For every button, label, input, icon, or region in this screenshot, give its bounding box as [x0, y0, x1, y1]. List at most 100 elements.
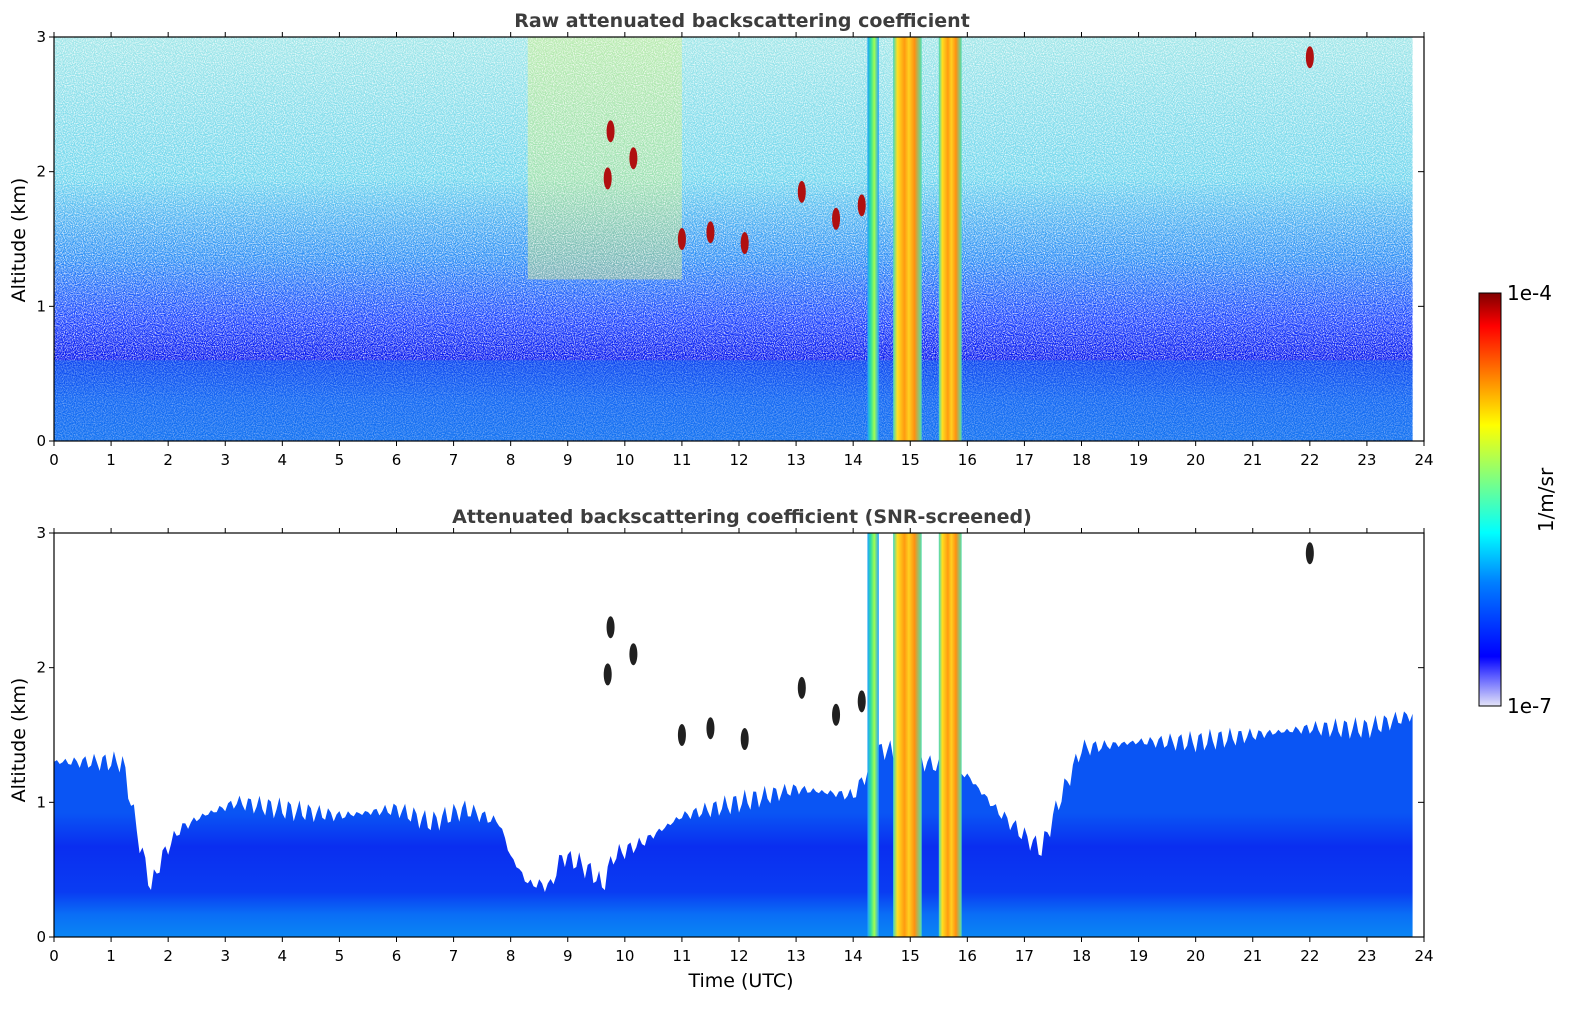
x-tick-label: 22	[1300, 451, 1319, 469]
x-tick-label: 20	[1186, 451, 1205, 469]
cloud-patch	[706, 717, 715, 740]
top-plot-area	[54, 37, 1413, 441]
x-tick-label: 11	[672, 947, 691, 965]
x-tick-label: 17	[1015, 451, 1034, 469]
y-tick-label: 0	[36, 928, 46, 946]
precipitation-column	[893, 533, 922, 937]
x-tick-label: 0	[49, 947, 59, 965]
x-tick-label: 0	[49, 451, 59, 469]
x-tick-label: 10	[615, 451, 634, 469]
x-tick-label: 5	[335, 451, 345, 469]
cloud-patch	[677, 228, 686, 250]
bottom-y-axis-label: Altitude (km)	[8, 678, 30, 803]
cloud-patch	[832, 703, 841, 726]
cloud-patch	[1305, 542, 1314, 565]
x-tick-label: 4	[278, 947, 288, 965]
x-tick-label: 1	[106, 451, 116, 469]
y-tick-label: 0	[36, 432, 46, 450]
cloud-patch	[797, 180, 806, 203]
precipitation-column	[938, 37, 962, 441]
x-tick-label: 4	[278, 451, 288, 469]
x-tick-label: 3	[220, 451, 230, 469]
cloud-patch	[740, 728, 749, 751]
cloud-patch	[629, 643, 638, 666]
x-tick-label: 14	[844, 451, 863, 469]
x-tick-label: 24	[1414, 947, 1433, 965]
x-tick-label: 2	[163, 947, 173, 965]
x-tick-label: 6	[392, 451, 402, 469]
colorbar-max-label: 1e-4	[1507, 281, 1552, 305]
cloud-patch	[857, 194, 866, 217]
x-tick-label: 5	[335, 947, 345, 965]
cloud-patch	[857, 690, 866, 713]
x-tick-label: 7	[449, 451, 459, 469]
precipitation-column	[938, 533, 962, 937]
x-tick-label: 14	[844, 947, 863, 965]
x-tick-label: 13	[787, 947, 806, 965]
y-tick-label: 1	[36, 297, 46, 315]
colorbar: 1e-4 1e-7 1/m/sr	[1478, 281, 1558, 718]
bottom-axes: 0 1 2 3 4 5 6 7 8 9 10 11 12 13 14 15 16 17 18 19 20 21 22 23 24…	[36, 524, 1433, 965]
x-tick-label: 2	[163, 451, 173, 469]
x-tick-label: 20	[1186, 947, 1205, 965]
top-axes: 0 1 2 3 4 5 6 7 8 9 10 11 12 13 14 15 16 17 18 19 20 21 22 23 24…	[36, 28, 1433, 469]
x-tick-label: 12	[729, 451, 748, 469]
x-tick-label: 6	[392, 947, 402, 965]
cloud-patch	[740, 232, 749, 255]
x-tick-label: 21	[1243, 947, 1262, 965]
bottom-chart-title: Attenuated backscattering coefficient (S…	[452, 506, 1032, 528]
cloud-patch	[606, 616, 615, 639]
cloud-patch	[706, 221, 715, 244]
precipitation-column	[867, 533, 879, 937]
x-tick-label: 11	[672, 451, 691, 469]
colorbar-gradient	[1478, 292, 1502, 707]
y-tick-label: 2	[36, 163, 46, 181]
x-tick-label: 8	[506, 947, 516, 965]
x-tick-label: 17	[1015, 947, 1034, 965]
cloud-patch	[603, 663, 612, 686]
cloud-patch	[677, 724, 686, 746]
x-tick-label: 24	[1414, 451, 1433, 469]
colorbar-min-label: 1e-7	[1507, 694, 1552, 718]
x-tick-label: 15	[901, 451, 920, 469]
x-tick-label: 9	[563, 947, 573, 965]
colorbar-unit-label: 1/m/sr	[1534, 467, 1558, 532]
x-tick-label: 8	[506, 451, 516, 469]
x-axis-label: Time (UTC)	[687, 970, 793, 992]
bottom-plot-area	[54, 533, 1413, 937]
near-surface-layer	[54, 360, 1413, 441]
cloud-patch	[629, 147, 638, 170]
precipitation-column	[893, 37, 922, 441]
x-tick-label: 9	[563, 451, 573, 469]
cloud-patch	[797, 676, 806, 699]
cloud-patch	[832, 207, 841, 230]
x-tick-label: 16	[958, 451, 977, 469]
x-tick-label: 23	[1357, 947, 1376, 965]
y-tick-label: 2	[36, 659, 46, 677]
x-tick-label: 13	[787, 451, 806, 469]
x-tick-label: 10	[615, 947, 634, 965]
top-chart-title: Raw attenuated backscattering coefficien…	[514, 10, 970, 32]
x-tick-label: 3	[220, 947, 230, 965]
x-tick-label: 18	[1072, 451, 1091, 469]
y-tick-label: 3	[36, 28, 46, 46]
x-tick-label: 22	[1300, 947, 1319, 965]
x-tick-label: 19	[1129, 451, 1148, 469]
y-tick-label: 3	[36, 524, 46, 542]
x-tick-label: 19	[1129, 947, 1148, 965]
x-tick-label: 15	[901, 947, 920, 965]
bottom-panel: Attenuated backscattering coefficient (S…	[8, 506, 1434, 992]
screened-signal-area	[54, 711, 1413, 937]
precipitation-column	[867, 37, 879, 441]
x-tick-label: 12	[729, 947, 748, 965]
x-tick-label: 18	[1072, 947, 1091, 965]
x-tick-label: 16	[958, 947, 977, 965]
cloud-patch	[603, 167, 612, 190]
cloud-patch	[606, 120, 615, 143]
x-tick-label: 21	[1243, 451, 1262, 469]
x-tick-label: 7	[449, 947, 459, 965]
x-tick-label: 23	[1357, 451, 1376, 469]
x-tick-label: 1	[106, 947, 116, 965]
y-tick-label: 1	[36, 793, 46, 811]
